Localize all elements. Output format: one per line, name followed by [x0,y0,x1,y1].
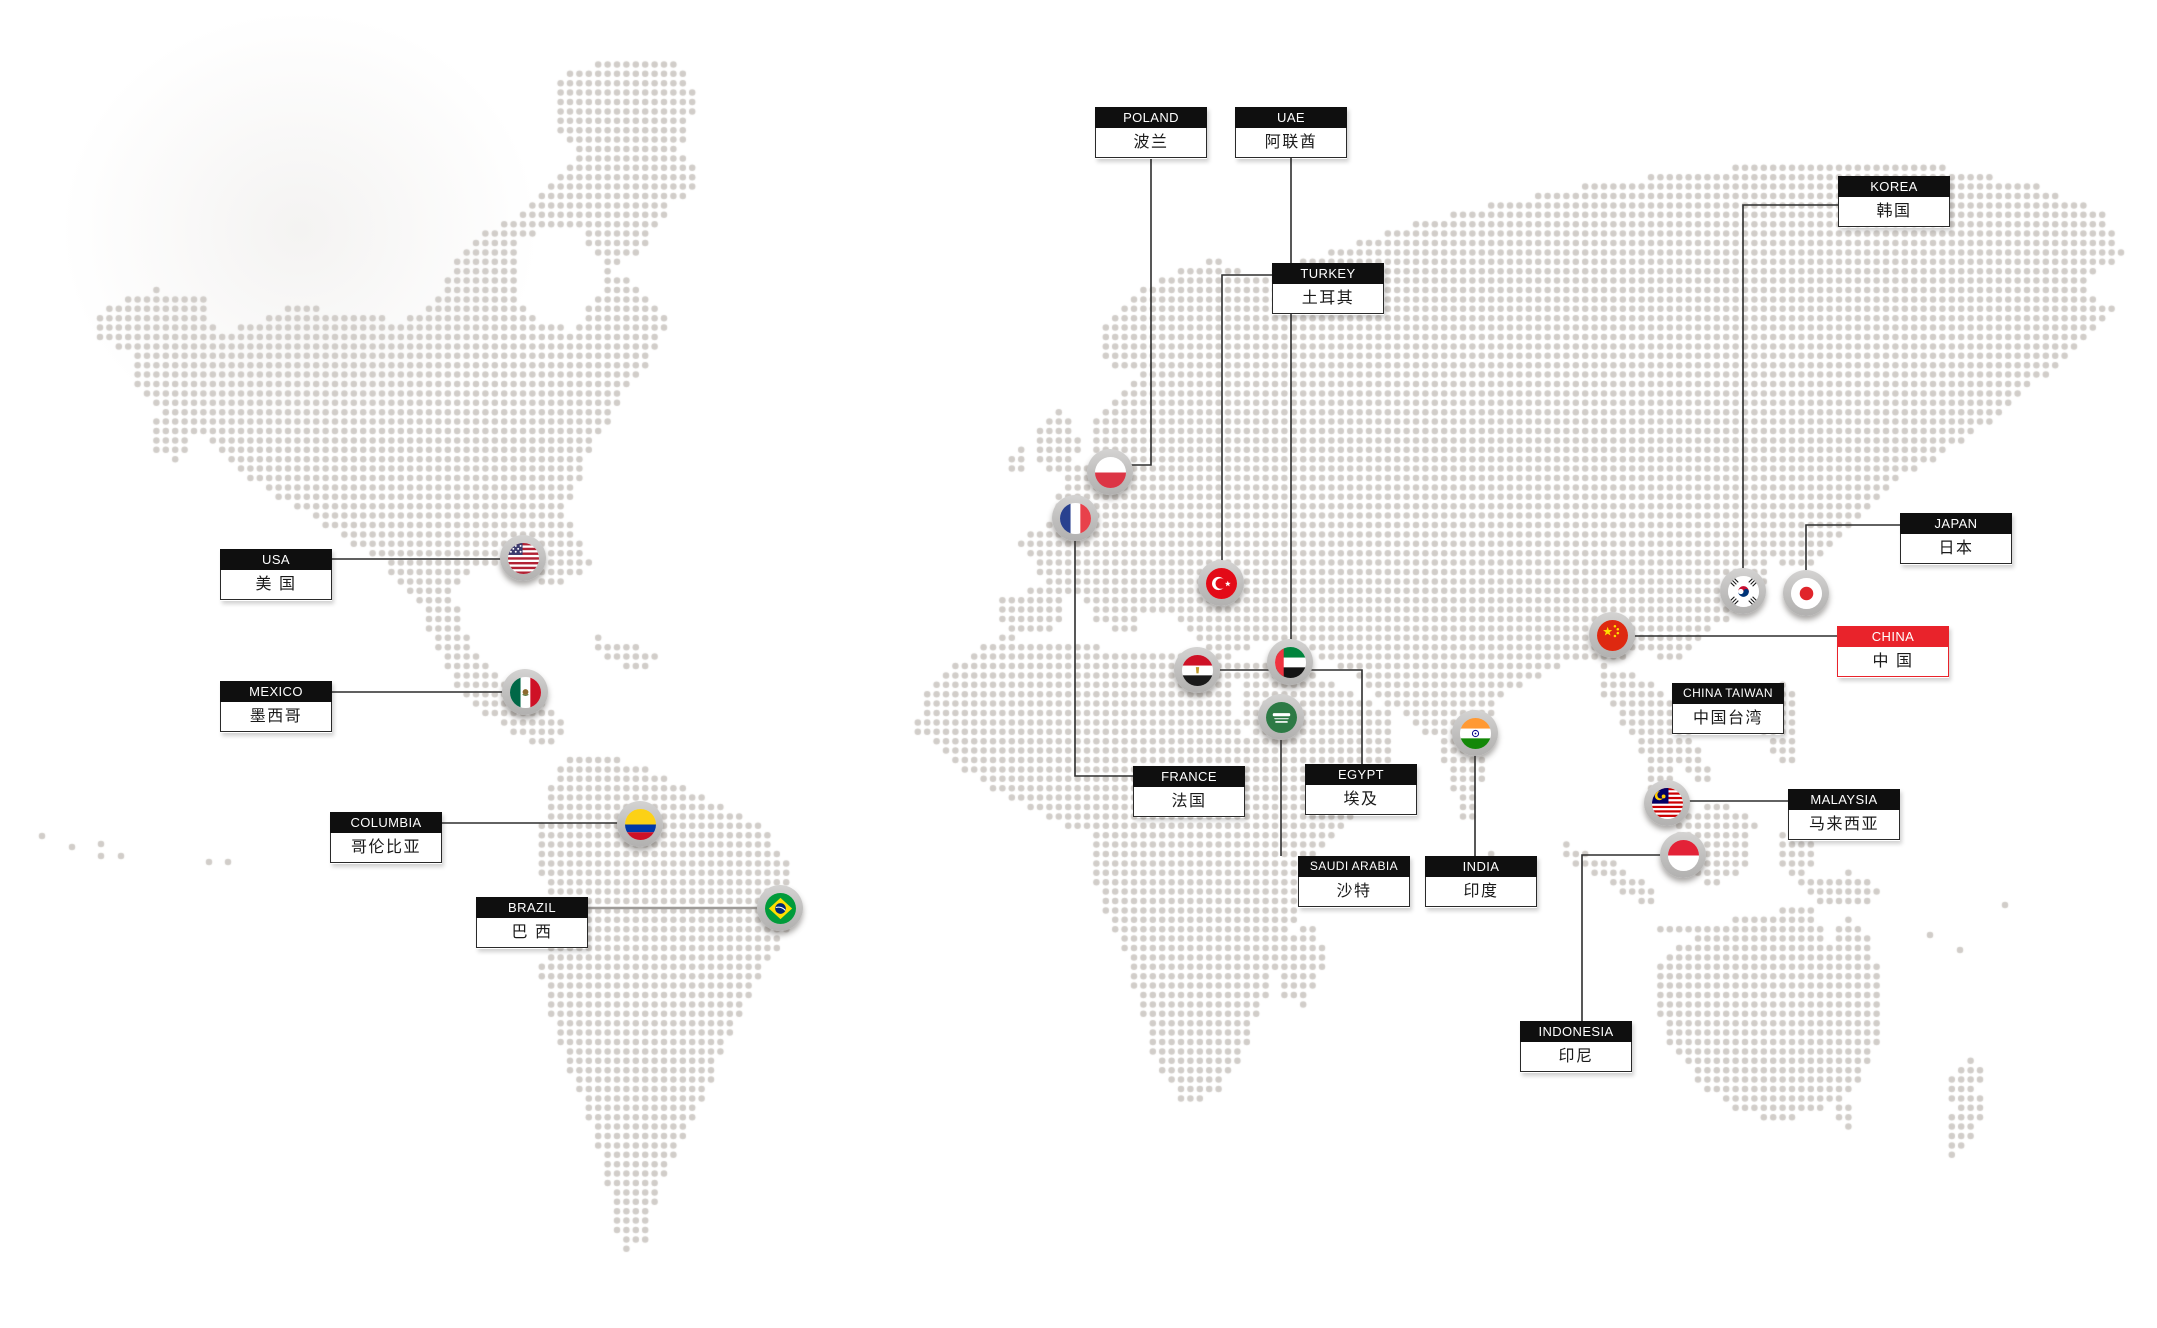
country-name-en: BRAZIL [476,897,588,918]
india-flag-marker[interactable] [1452,710,1498,756]
uae-flag-icon [1274,646,1306,678]
country-name-en: POLAND [1095,107,1207,128]
france-flag-marker[interactable] [1052,495,1098,541]
country-name-zh: 波兰 [1095,128,1207,158]
malaysia-flag-marker[interactable] [1644,780,1690,826]
country-name-zh: 印度 [1425,877,1537,907]
country-name-zh: 法国 [1133,787,1245,817]
korea-flag-icon [1727,575,1759,607]
china-flag-icon [1596,619,1628,651]
country-label-india: INDIA 印度 [1425,856,1537,908]
country-label-usa: USA 美 国 [220,549,332,601]
columbia-flag-icon [624,808,656,840]
country-name-zh: 沙特 [1298,877,1410,907]
brazil-flag-icon [764,892,796,924]
country-name-en: UAE [1235,107,1347,128]
country-name-zh: 韩国 [1838,197,1950,227]
country-name-zh: 日本 [1900,534,2012,564]
country-name-en: SAUDI ARABIA [1298,856,1410,877]
country-label-mexico: MEXICO 墨西哥 [220,681,332,733]
indonesia-flag-marker[interactable] [1660,832,1706,878]
india-flag-icon [1459,717,1491,749]
country-name-zh: 印尼 [1520,1042,1632,1072]
usa-flag-marker[interactable] [500,535,546,581]
connector-egypt [1197,669,1363,764]
poland-flag-icon [1094,456,1126,488]
country-name-en: CHINA [1837,626,1949,647]
country-name-en: TURKEY [1272,263,1384,284]
uae-flag-marker[interactable] [1267,639,1313,685]
country-name-zh: 中国台湾 [1672,704,1784,734]
country-name-en: INDIA [1425,856,1537,877]
country-name-en: USA [220,549,332,570]
connector-turkey [1221,274,1272,583]
france-flag-icon [1059,502,1091,534]
china-flag-marker[interactable] [1589,612,1635,658]
country-label-brazil: BRAZIL 巴 西 [476,897,588,949]
country-name-zh: 巴 西 [476,918,588,948]
malaysia-flag-icon [1651,787,1683,819]
country-label-china: CHINA 中 国 [1837,626,1949,678]
country-name-zh: 中 国 [1837,647,1949,677]
connector-poland [1110,159,1152,466]
country-label-china-taiwan: CHINA TAIWAN 中国台湾 [1672,683,1784,735]
mexico-flag-icon [509,676,541,708]
country-label-columbia: COLUMBIA 哥伦比亚 [330,812,442,864]
country-name-en: KOREA [1838,176,1950,197]
country-name-en: FRANCE [1133,766,1245,787]
mexico-flag-marker[interactable] [502,669,548,715]
columbia-flag-marker[interactable] [617,801,663,847]
country-name-zh: 埃及 [1305,785,1417,815]
country-label-japan: JAPAN 日本 [1900,513,2012,565]
connector-indonesia [1581,854,1683,1021]
japan-flag-marker[interactable] [1783,570,1829,616]
country-name-zh: 阿联酋 [1235,128,1347,158]
country-label-france: FRANCE 法国 [1133,766,1245,818]
country-label-turkey: TURKEY 土耳其 [1272,263,1384,315]
country-name-en: CHINA TAIWAN [1672,683,1784,704]
saudi-arabia-flag-marker[interactable] [1258,694,1304,740]
brazil-flag-marker[interactable] [757,885,803,931]
connector-korea [1742,204,1838,591]
country-name-zh: 土耳其 [1272,284,1384,314]
poland-flag-marker[interactable] [1087,449,1133,495]
saudi-arabia-flag-icon [1265,701,1297,733]
turkey-flag-marker[interactable] [1198,560,1244,606]
country-name-zh: 美 国 [220,570,332,600]
egypt-flag-marker[interactable] [1174,647,1220,693]
country-label-uae: UAE 阿联酋 [1235,107,1347,159]
country-name-zh: 马来西亚 [1788,810,1900,840]
country-name-en: MEXICO [220,681,332,702]
usa-flag-icon [507,542,539,574]
country-name-en: INDONESIA [1520,1021,1632,1042]
country-label-poland: POLAND 波兰 [1095,107,1207,159]
korea-flag-marker[interactable] [1720,568,1766,614]
japan-flag-icon [1790,577,1822,609]
country-label-malaysia: MALAYSIA 马来西亚 [1788,789,1900,841]
country-name-zh: 哥伦比亚 [330,833,442,863]
connector-france [1074,518,1133,777]
country-label-indonesia: INDONESIA 印尼 [1520,1021,1632,1073]
turkey-flag-icon [1205,567,1237,599]
country-name-en: COLUMBIA [330,812,442,833]
egypt-flag-icon [1181,654,1213,686]
country-label-egypt: EGYPT 埃及 [1305,764,1417,816]
country-name-zh: 墨西哥 [220,702,332,732]
country-label-korea: KOREA 韩国 [1838,176,1950,228]
country-name-en: EGYPT [1305,764,1417,785]
country-name-en: MALAYSIA [1788,789,1900,810]
indonesia-flag-icon [1667,839,1699,871]
country-name-en: JAPAN [1900,513,2012,534]
country-label-saudi-arabia: SAUDI ARABIA 沙特 [1298,856,1410,908]
